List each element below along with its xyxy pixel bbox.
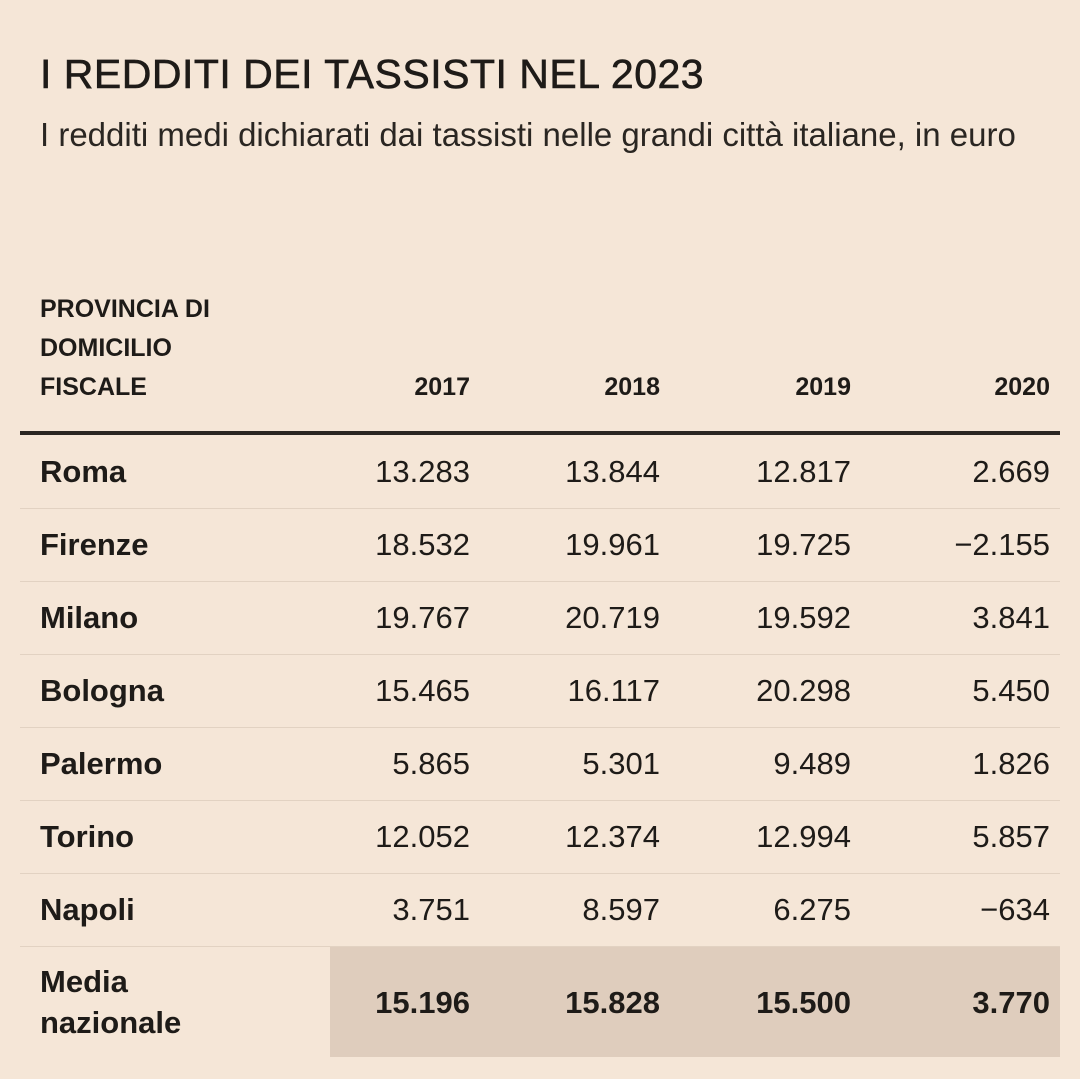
cell-value: 3.751 [330,873,480,947]
cell-value: 6.275 [670,873,861,947]
cell-value: 19.961 [480,508,670,582]
cell-value: 8.597 [480,873,670,947]
table-header-row: PROVINCIA DI DOMICILIO FISCALE 2017 2018… [20,290,1060,435]
table-row: Bologna 15.465 16.117 20.298 5.450 [20,654,1060,728]
table-row: Torino 12.052 12.374 12.994 5.857 [20,800,1060,874]
row-label: Palermo [20,727,330,801]
average-value: 3.770 [861,946,1060,1057]
row-label: Napoli [20,873,330,947]
table-row-average: Media nazionale 15.196 15.828 15.500 3.7… [20,946,1060,1057]
cell-value: 2.669 [861,433,1060,509]
cell-value: 18.532 [330,508,480,582]
cell-value: 12.994 [670,800,861,874]
row-label: Bologna [20,654,330,728]
row-label: Torino [20,800,330,874]
cell-value: 5.865 [330,727,480,801]
cell-value: 5.301 [480,727,670,801]
column-header-2020: 2020 [861,290,1060,435]
cell-value: 19.592 [670,581,861,655]
table-row: Roma 13.283 13.844 12.817 2.669 [20,433,1060,509]
cell-value: 16.117 [480,654,670,728]
cell-value: 12.052 [330,800,480,874]
income-table-container: PROVINCIA DI DOMICILIO FISCALE 2017 2018… [20,290,1060,1057]
average-row-label: Media nazionale [40,964,182,1040]
table-row: Napoli 3.751 8.597 6.275 −634 [20,873,1060,947]
cell-value: 13.283 [330,433,480,509]
cell-value: 19.725 [670,508,861,582]
table-row: Milano 19.767 20.719 19.592 3.841 [20,581,1060,655]
cell-value: −634 [861,873,1060,947]
cell-value: 9.489 [670,727,861,801]
column-header-2017: 2017 [330,290,480,435]
cell-value: 13.844 [480,433,670,509]
cell-value: 19.767 [330,581,480,655]
chart-subtitle: I redditi medi dichiarati dai tassisti n… [40,116,1016,153]
row-label: Milano [20,581,330,655]
column-header-2018: 2018 [480,290,670,435]
average-value: 15.828 [480,946,670,1057]
table-row: Firenze 18.532 19.961 19.725 −2.155 [20,508,1060,582]
cell-value: 1.826 [861,727,1060,801]
average-value: 15.196 [330,946,480,1057]
cell-value: 20.719 [480,581,670,655]
table-body: Roma 13.283 13.844 12.817 2.669 Firenze … [20,433,1060,1057]
cell-value: 12.374 [480,800,670,874]
cell-value: 12.817 [670,433,861,509]
cell-value: 15.465 [330,654,480,728]
average-value: 15.500 [670,946,861,1057]
cell-value: 5.450 [861,654,1060,728]
cell-value: 20.298 [670,654,861,728]
cell-value: 5.857 [861,800,1060,874]
cell-value: 3.841 [861,581,1060,655]
row-label: Roma [20,433,330,509]
cell-value: −2.155 [861,508,1060,582]
chart-title: I REDDITI DEI TASSISTI NEL 2023 [40,51,705,97]
income-table: PROVINCIA DI DOMICILIO FISCALE 2017 2018… [20,290,1060,1057]
column-header-2019: 2019 [670,290,861,435]
column-header-province: PROVINCIA DI DOMICILIO FISCALE [20,290,330,435]
table-row: Palermo 5.865 5.301 9.489 1.826 [20,727,1060,801]
row-label: Firenze [20,508,330,582]
